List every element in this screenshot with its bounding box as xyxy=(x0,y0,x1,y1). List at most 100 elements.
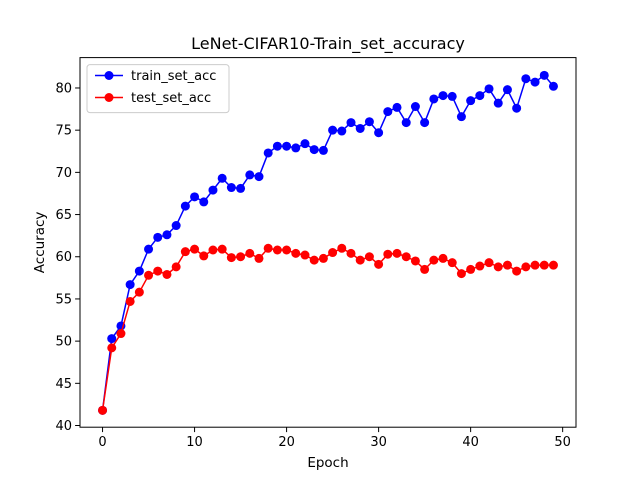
data-point-train_set_acc xyxy=(521,74,531,84)
data-point-train_set_acc xyxy=(245,170,255,180)
data-point-train_set_acc xyxy=(475,91,485,101)
data-point-test_set_acc xyxy=(208,245,218,255)
data-point-train_set_acc xyxy=(438,91,448,101)
y-tick-label: 40 xyxy=(55,419,72,434)
data-point-test_set_acc xyxy=(180,247,190,257)
data-point-test_set_acc xyxy=(134,287,144,297)
y-tick-label: 60 xyxy=(55,250,72,265)
data-point-test_set_acc xyxy=(226,253,236,263)
data-point-train_set_acc xyxy=(456,112,466,122)
data-point-train_set_acc xyxy=(548,81,558,91)
legend: train_set_acc test_set_acc xyxy=(86,64,230,114)
data-point-test_set_acc xyxy=(318,253,328,263)
data-point-train_set_acc xyxy=(300,139,310,149)
data-point-test_set_acc xyxy=(236,252,246,262)
data-point-test_set_acc xyxy=(291,248,301,258)
data-point-test_set_acc xyxy=(456,269,466,279)
data-point-test_set_acc xyxy=(484,258,494,268)
data-point-test_set_acc xyxy=(190,244,200,254)
data-point-train_set_acc xyxy=(144,244,154,254)
data-point-train_set_acc xyxy=(493,98,503,108)
y-tick-label: 75 xyxy=(55,124,72,139)
x-tick-label: 50 xyxy=(554,435,571,450)
data-point-test_set_acc xyxy=(383,249,393,259)
data-point-test_set_acc xyxy=(475,261,485,271)
data-point-test_set_acc xyxy=(116,329,126,339)
data-point-train_set_acc xyxy=(429,94,439,104)
y-axis: 40 45 50 55 60 65 70 75 80 xyxy=(55,81,80,434)
data-point-train_set_acc xyxy=(383,107,393,117)
data-point-test_set_acc xyxy=(144,270,154,280)
data-point-train_set_acc xyxy=(272,141,282,151)
data-point-train_set_acc xyxy=(355,123,365,133)
data-point-test_set_acc xyxy=(337,243,347,253)
chart-title: LeNet-CIFAR10-Train_set_accuracy xyxy=(191,34,465,54)
data-point-test_set_acc xyxy=(355,255,365,265)
data-point-train_set_acc xyxy=(328,125,338,135)
legend-label-train: train_set_acc xyxy=(131,69,216,84)
y-tick-label: 65 xyxy=(55,208,72,223)
data-point-train_set_acc xyxy=(153,232,163,242)
data-point-train_set_acc xyxy=(364,117,374,127)
legend-label-test: test_set_acc xyxy=(131,91,211,106)
x-tick-label: 30 xyxy=(370,435,387,450)
data-point-train_set_acc xyxy=(466,96,476,106)
data-point-train_set_acc xyxy=(512,103,522,113)
data-point-test_set_acc xyxy=(447,258,457,268)
data-point-test_set_acc xyxy=(263,243,273,253)
data-point-test_set_acc xyxy=(502,260,512,270)
data-point-test_set_acc xyxy=(392,248,402,258)
data-point-test_set_acc xyxy=(420,264,430,274)
y-tick-label: 55 xyxy=(55,292,72,307)
data-point-train_set_acc xyxy=(236,183,246,193)
x-axis: 0 10 20 30 40 50 xyxy=(98,427,571,450)
data-point-train_set_acc xyxy=(447,91,457,101)
data-point-train_set_acc xyxy=(254,172,264,182)
data-point-train_set_acc xyxy=(199,197,209,207)
data-point-test_set_acc xyxy=(493,262,503,272)
data-point-train_set_acc xyxy=(291,143,301,153)
data-point-test_set_acc xyxy=(272,245,282,255)
data-point-train_set_acc xyxy=(282,141,292,151)
data-point-test_set_acc xyxy=(217,244,227,254)
legend-frame xyxy=(86,64,230,114)
data-point-train_set_acc xyxy=(226,183,236,193)
data-point-train_set_acc xyxy=(410,102,420,112)
data-point-test_set_acc xyxy=(346,248,356,258)
data-point-test_set_acc xyxy=(107,343,117,353)
data-point-train_set_acc xyxy=(420,118,430,128)
data-point-train_set_acc xyxy=(337,126,347,136)
data-point-test_set_acc xyxy=(254,253,264,263)
data-point-train_set_acc xyxy=(530,77,540,87)
data-point-test_set_acc xyxy=(171,262,181,272)
x-axis-title: Epoch xyxy=(307,455,348,471)
data-point-test_set_acc xyxy=(410,256,420,266)
data-point-test_set_acc xyxy=(162,269,172,279)
x-tick-label: 40 xyxy=(462,435,479,450)
data-point-test_set_acc xyxy=(199,251,209,261)
data-point-test_set_acc xyxy=(125,296,135,306)
data-point-test_set_acc xyxy=(153,266,163,276)
data-point-train_set_acc xyxy=(208,185,218,195)
data-point-train_set_acc xyxy=(484,84,494,94)
y-tick-label: 50 xyxy=(55,335,72,350)
data-point-train_set_acc xyxy=(190,192,200,202)
data-point-train_set_acc xyxy=(401,118,411,128)
data-point-test_set_acc xyxy=(364,252,374,262)
data-point-test_set_acc xyxy=(548,260,558,270)
data-point-train_set_acc xyxy=(392,102,402,112)
x-tick-label: 20 xyxy=(278,435,295,450)
y-axis-title: Accuracy xyxy=(32,212,48,274)
data-point-train_set_acc xyxy=(318,145,328,155)
plot-area xyxy=(98,70,558,415)
data-point-test_set_acc xyxy=(521,262,531,272)
data-point-train_set_acc xyxy=(346,118,356,128)
data-point-train_set_acc xyxy=(171,221,181,231)
y-tick-label: 70 xyxy=(55,166,72,181)
data-point-train_set_acc xyxy=(107,334,117,344)
data-point-test_set_acc xyxy=(466,264,476,274)
data-point-test_set_acc xyxy=(98,405,108,415)
data-point-test_set_acc xyxy=(282,245,292,255)
series-line-train_set_acc xyxy=(101,74,555,411)
data-point-train_set_acc xyxy=(134,266,144,276)
